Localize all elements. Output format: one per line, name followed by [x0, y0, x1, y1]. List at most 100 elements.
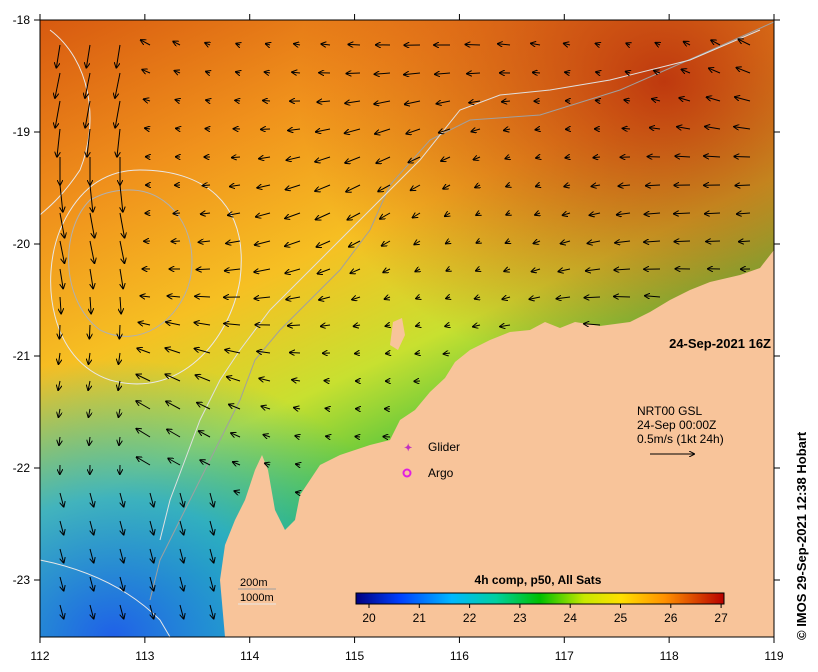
- current-arrow: [404, 73, 421, 75]
- current-arrow: [59, 408, 61, 417]
- current-arrow: [645, 296, 661, 297]
- current-arrow: [536, 185, 540, 186]
- current-arrow: [90, 184, 93, 212]
- current-legend-line1: NRT00 GSL: [637, 404, 702, 418]
- current-arrow: [506, 185, 510, 187]
- current-arrow: [117, 128, 120, 157]
- current-arrow: [326, 408, 330, 409]
- current-arrow: [290, 353, 301, 354]
- current-arrow: [626, 72, 630, 73]
- current-arrow: [166, 322, 181, 325]
- current-arrow: [437, 101, 451, 104]
- current-arrow: [735, 97, 751, 102]
- current-arrow: [707, 97, 721, 102]
- current-arrow: [355, 437, 360, 438]
- colorbar-ticks: 20 21 22 23 24 25 26 27: [362, 604, 728, 625]
- current-arrow: [236, 72, 240, 73]
- current-arrow: [287, 157, 301, 160]
- current-arrow: [294, 44, 301, 45]
- current-arrow: [85, 72, 91, 98]
- current-arrow: [206, 72, 210, 73]
- current-arrow: [409, 156, 421, 162]
- lon-tick-label: 115: [345, 649, 364, 663]
- current-arrow: [617, 213, 631, 215]
- lat-tick-label: -20: [13, 237, 31, 251]
- current-arrow: [145, 128, 150, 129]
- current-arrow: [376, 156, 391, 163]
- current-arrow: [60, 268, 63, 288]
- current-arrow: [318, 268, 331, 274]
- current-vectors: [55, 39, 751, 619]
- current-arrow: [565, 157, 570, 158]
- current-arrow: [136, 401, 151, 410]
- current-arrow: [739, 39, 751, 46]
- lon-tick-label: 114: [240, 649, 259, 663]
- current-arrow: [90, 576, 94, 591]
- current-arrow: [225, 350, 241, 353]
- current-arrow: [565, 72, 570, 73]
- current-arrow: [654, 71, 661, 73]
- current-arrow: [296, 464, 300, 465]
- current-arrow: [623, 128, 631, 129]
- current-arrow: [119, 212, 125, 238]
- current-arrow: [416, 297, 420, 299]
- current-arrow: [414, 241, 421, 244]
- current-arrow: [201, 213, 211, 214]
- current-arrow: [57, 128, 60, 157]
- current-arrow: [89, 352, 91, 364]
- current-arrow: [175, 71, 180, 73]
- lon-tick-label: 118: [660, 649, 679, 663]
- lon-tick-label: 116: [450, 649, 469, 663]
- current-arrow: [120, 296, 121, 313]
- current-arrow: [256, 212, 271, 217]
- current-arrow: [317, 101, 331, 102]
- current-arrow: [315, 184, 331, 191]
- current-arrow: [255, 297, 271, 299]
- current-arrow: [614, 269, 631, 270]
- current-arrow: [173, 42, 181, 45]
- eddy-contour-outer: [50, 169, 242, 385]
- current-arrow: [137, 375, 151, 382]
- current-arrow: [120, 268, 123, 288]
- current-arrow: [150, 492, 154, 507]
- current-arrow: [257, 351, 271, 353]
- current-arrow: [231, 433, 241, 437]
- current-arrow: [88, 380, 90, 390]
- current-arrow: [226, 241, 241, 243]
- current-arrow: [590, 213, 601, 215]
- current-arrow: [615, 241, 631, 243]
- current-arrow: [316, 212, 331, 220]
- current-arrow: [265, 463, 270, 465]
- lon-tick-label: 112: [30, 649, 49, 663]
- current-arrow: [374, 101, 391, 104]
- current-arrow: [286, 297, 301, 300]
- current-arrow: [89, 408, 91, 417]
- current-arrow: [60, 492, 64, 507]
- current-arrow: [180, 520, 184, 535]
- current-arrow: [176, 128, 180, 129]
- current-arrow: [351, 269, 361, 273]
- current-arrow: [232, 157, 241, 158]
- current-arrow: [378, 184, 391, 191]
- current-arrow: [55, 72, 61, 98]
- current-arrow: [141, 296, 151, 297]
- current-arrow: [385, 297, 390, 299]
- colorbar-title: 4h comp, p50, All Sats: [475, 573, 602, 587]
- current-arrow: [294, 408, 301, 409]
- current-arrow: [446, 269, 450, 271]
- current-arrow: [120, 604, 124, 619]
- current-arrow: [415, 269, 420, 271]
- current-arrow: [475, 297, 480, 299]
- current-arrow: [229, 405, 241, 410]
- glider-label: Glider: [428, 440, 460, 454]
- current-arrow: [296, 492, 300, 493]
- current-arrow: [180, 492, 184, 507]
- colorbar-tick-label: 27: [714, 611, 728, 625]
- current-arrow: [411, 184, 421, 190]
- current-arrow: [168, 296, 181, 297]
- current-arrow: [734, 157, 751, 158]
- current-arrow: [349, 240, 361, 247]
- current-arrow: [345, 128, 361, 133]
- map-field: [40, 20, 774, 637]
- current-arrow: [210, 576, 214, 591]
